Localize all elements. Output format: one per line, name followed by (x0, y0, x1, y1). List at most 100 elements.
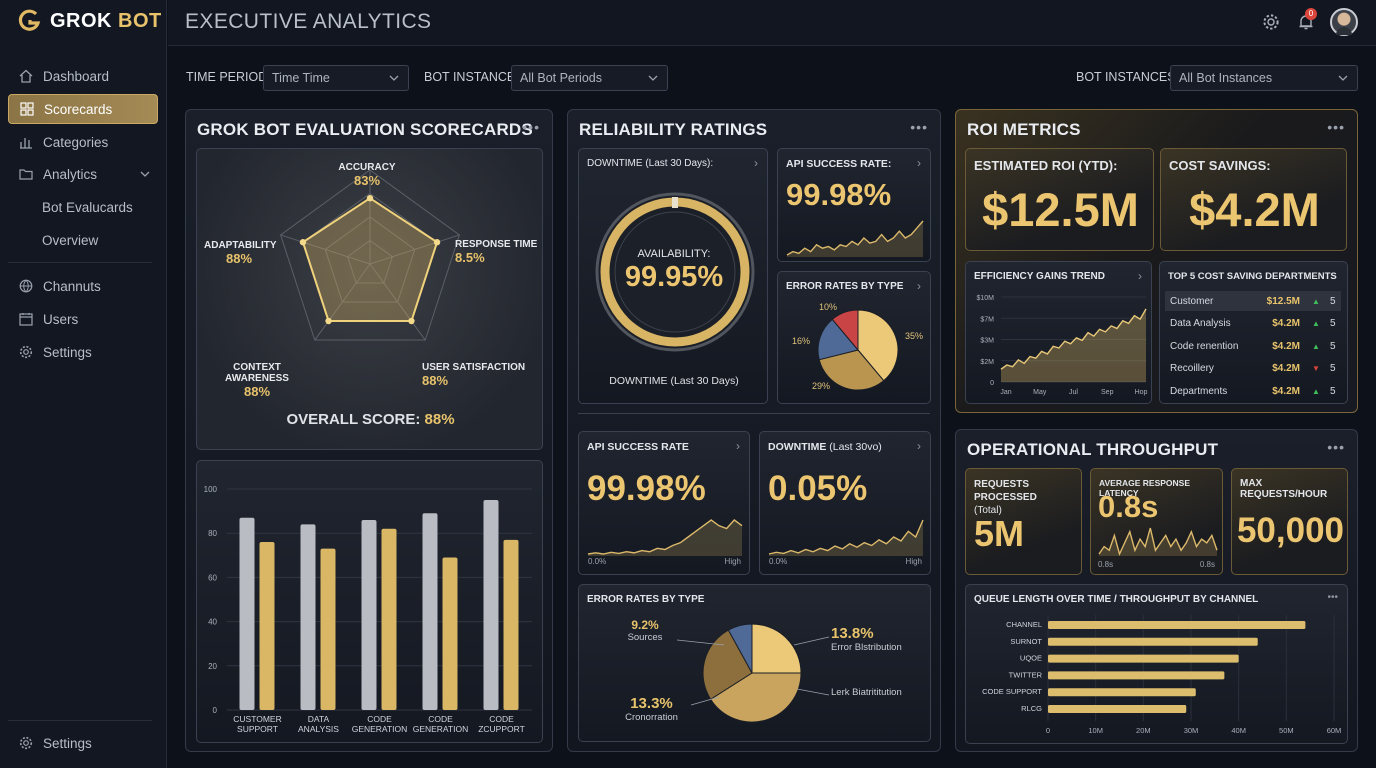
sidebar-item-dashboard[interactable]: Dashboard (8, 61, 158, 91)
more-menu-icon[interactable]: ••• (1327, 592, 1338, 603)
x-tick-word: CODE (367, 714, 392, 724)
dept-name: Customer (1170, 295, 1214, 307)
y-tick-label: 40 (208, 618, 217, 627)
sidebar-item-channuts[interactable]: Channuts (8, 271, 158, 301)
x-tick-label: Jul (1069, 389, 1078, 396)
top5-row[interactable]: Code renention $4.2M ▲ 5 (1165, 336, 1341, 356)
bar (442, 557, 458, 710)
sidebar-item-label: Overview (42, 232, 99, 248)
pie-slice (751, 623, 802, 674)
settings-icon[interactable] (1262, 13, 1280, 31)
downtime-rate-sparkline (768, 519, 924, 556)
dept-value: $4.2M (1272, 340, 1300, 352)
scorecard-panel: GROK BOT EVALUATION SCORECARDS ••• ACCUR… (185, 109, 553, 752)
chevron-right-icon[interactable]: › (736, 439, 740, 453)
chevron-down-icon (648, 75, 658, 81)
x-tick-label: Jan (1000, 389, 1011, 396)
grok-logo-icon (18, 9, 41, 31)
top5-row[interactable]: Customer $12.5M ▲ 5 (1165, 291, 1341, 311)
roi-panel: ROI METRICS ••• ESTIMATED ROI (YTD): $12… (955, 109, 1358, 413)
chevron-right-icon[interactable]: › (917, 156, 921, 170)
channel-bar (1048, 671, 1225, 680)
sidebar-item-label: Categories (43, 134, 109, 150)
bar (503, 539, 519, 710)
sidebar-item-settings[interactable]: Settings (8, 337, 158, 367)
avatar[interactable] (1330, 8, 1358, 36)
radar-label-accuracy: ACCURACY 83% (317, 162, 417, 188)
y-tick-label: 80 (208, 529, 217, 538)
radar-spoke (314, 263, 371, 341)
error-rates-detail-label: ERROR RATES BY TYPE (587, 594, 705, 605)
x-tick-label: 0 (1046, 726, 1050, 735)
radar-grid-ring (347, 239, 393, 284)
chevron-right-icon[interactable]: › (754, 156, 758, 170)
efficiency-trend-label: EFFICIENCY GAINS TREND (974, 271, 1105, 282)
queue-label: QUEUE LENGTH OVER TIME / THROUGHPUT BY C… (974, 594, 1259, 605)
radar-grid-ring (324, 216, 416, 303)
sidebar-item-label: Settings (43, 735, 92, 751)
x-tick-label: 10M (1088, 726, 1103, 735)
bot-instances-select[interactable]: All Bot Instances (1170, 65, 1358, 91)
more-menu-icon[interactable]: ••• (910, 119, 928, 135)
bot-instance-select[interactable]: All Bot Periods (511, 65, 668, 91)
dept-value: $12.5M (1266, 295, 1300, 307)
x-tick-label: Hop (1135, 389, 1148, 396)
sidebar-item-overview[interactable]: Overview (8, 225, 158, 255)
sidebar-item-bot-evalucards[interactable]: Bot Evalucards (8, 192, 158, 222)
sidebar-item-analytics[interactable]: Analytics (8, 159, 158, 189)
sidebar-item-categories[interactable]: Categories (8, 127, 158, 157)
sidebar-bottom-settings[interactable]: Settings (8, 728, 158, 758)
more-menu-icon[interactable]: ••• (522, 119, 540, 135)
bot-instances-value: All Bot Instances (1179, 71, 1273, 85)
x-tick-label: CODE GENERATION (413, 714, 469, 734)
chevron-right-icon[interactable]: › (917, 279, 921, 293)
dept-value: $4.2M (1272, 318, 1300, 329)
chevron-right-icon[interactable]: › (917, 439, 921, 453)
axis-label: USER SATISFACTION (422, 362, 526, 373)
sidebar-item-users[interactable]: Users (8, 304, 158, 334)
radar-spoke (280, 234, 371, 265)
y-tick-label: 60 (208, 573, 217, 582)
axis-value: 8.5% (455, 250, 485, 265)
radar-point (299, 239, 307, 246)
trend-down-icon: ▼ (1312, 364, 1320, 373)
axis-max: High (724, 557, 741, 566)
throughput-panel: OPERATIONAL THROUGHPUT ••• REQUESTS PROC… (955, 429, 1358, 752)
axis-value: 88% (243, 384, 271, 399)
gear-icon (18, 345, 33, 360)
reliability-title: RELIABILITY RATINGS (579, 120, 768, 139)
x-tick-word: ANALYSIS (298, 724, 339, 734)
overall-score-label: OVERALL SCORE: (286, 411, 421, 428)
scorecard-title: GROK BOT EVALUATION SCORECARDS (197, 120, 533, 139)
sidebar-item-scorecards[interactable]: Scorecards (8, 94, 158, 124)
sidebar-item-label: Settings (43, 344, 92, 360)
max-requests-label: MAX REQUESTS/HOUR (1240, 478, 1328, 500)
bar (300, 524, 316, 710)
y-tick-label: $3M (980, 338, 994, 345)
radar-card: ACCURACY 83% RESPONSE TIME 8.5% USER SATIS… (196, 148, 543, 450)
availability-label: AVAILABILITY: (637, 248, 711, 260)
radar-point (366, 195, 374, 202)
time-period-select[interactable]: Time Time (263, 65, 409, 91)
top5-row[interactable]: Departments $4.2M ▲ 5 (1165, 381, 1341, 401)
downtime-label: DOWNTIME (Last 30 Days): (587, 158, 714, 169)
chevron-right-icon[interactable]: › (1138, 269, 1142, 283)
x-tick-label: CODE ZCUPPORT (478, 714, 525, 734)
top5-row[interactable]: Data Analysis $4.2M ▲ 5 (1165, 314, 1341, 334)
top5-row[interactable]: Recoillery $4.2M ▼ 5 (1165, 359, 1341, 379)
dept-rank: 5 (1330, 363, 1336, 374)
radar-point (433, 239, 441, 246)
sparkline-line (768, 519, 924, 555)
x-tick-word: CUSTOMER (233, 714, 282, 724)
latency-value: 0.8s (1098, 489, 1159, 524)
overall-score: OVERALL SCORE: 88% (197, 411, 544, 428)
overall-score-value: 88% (424, 411, 455, 428)
callout-line (690, 696, 720, 706)
axis-label: ACCURACY (338, 162, 396, 173)
dept-name: Departments (1170, 385, 1228, 397)
more-menu-icon[interactable]: ••• (1327, 439, 1345, 455)
top5-card: TOP 5 COST SAVING DEPARTMENTS Customer $1… (1159, 261, 1348, 404)
more-menu-icon[interactable]: ••• (1327, 119, 1345, 135)
requests-card: REQUESTS PROCESSED (Total) 5M (965, 468, 1082, 575)
sparkline-line (587, 519, 743, 555)
